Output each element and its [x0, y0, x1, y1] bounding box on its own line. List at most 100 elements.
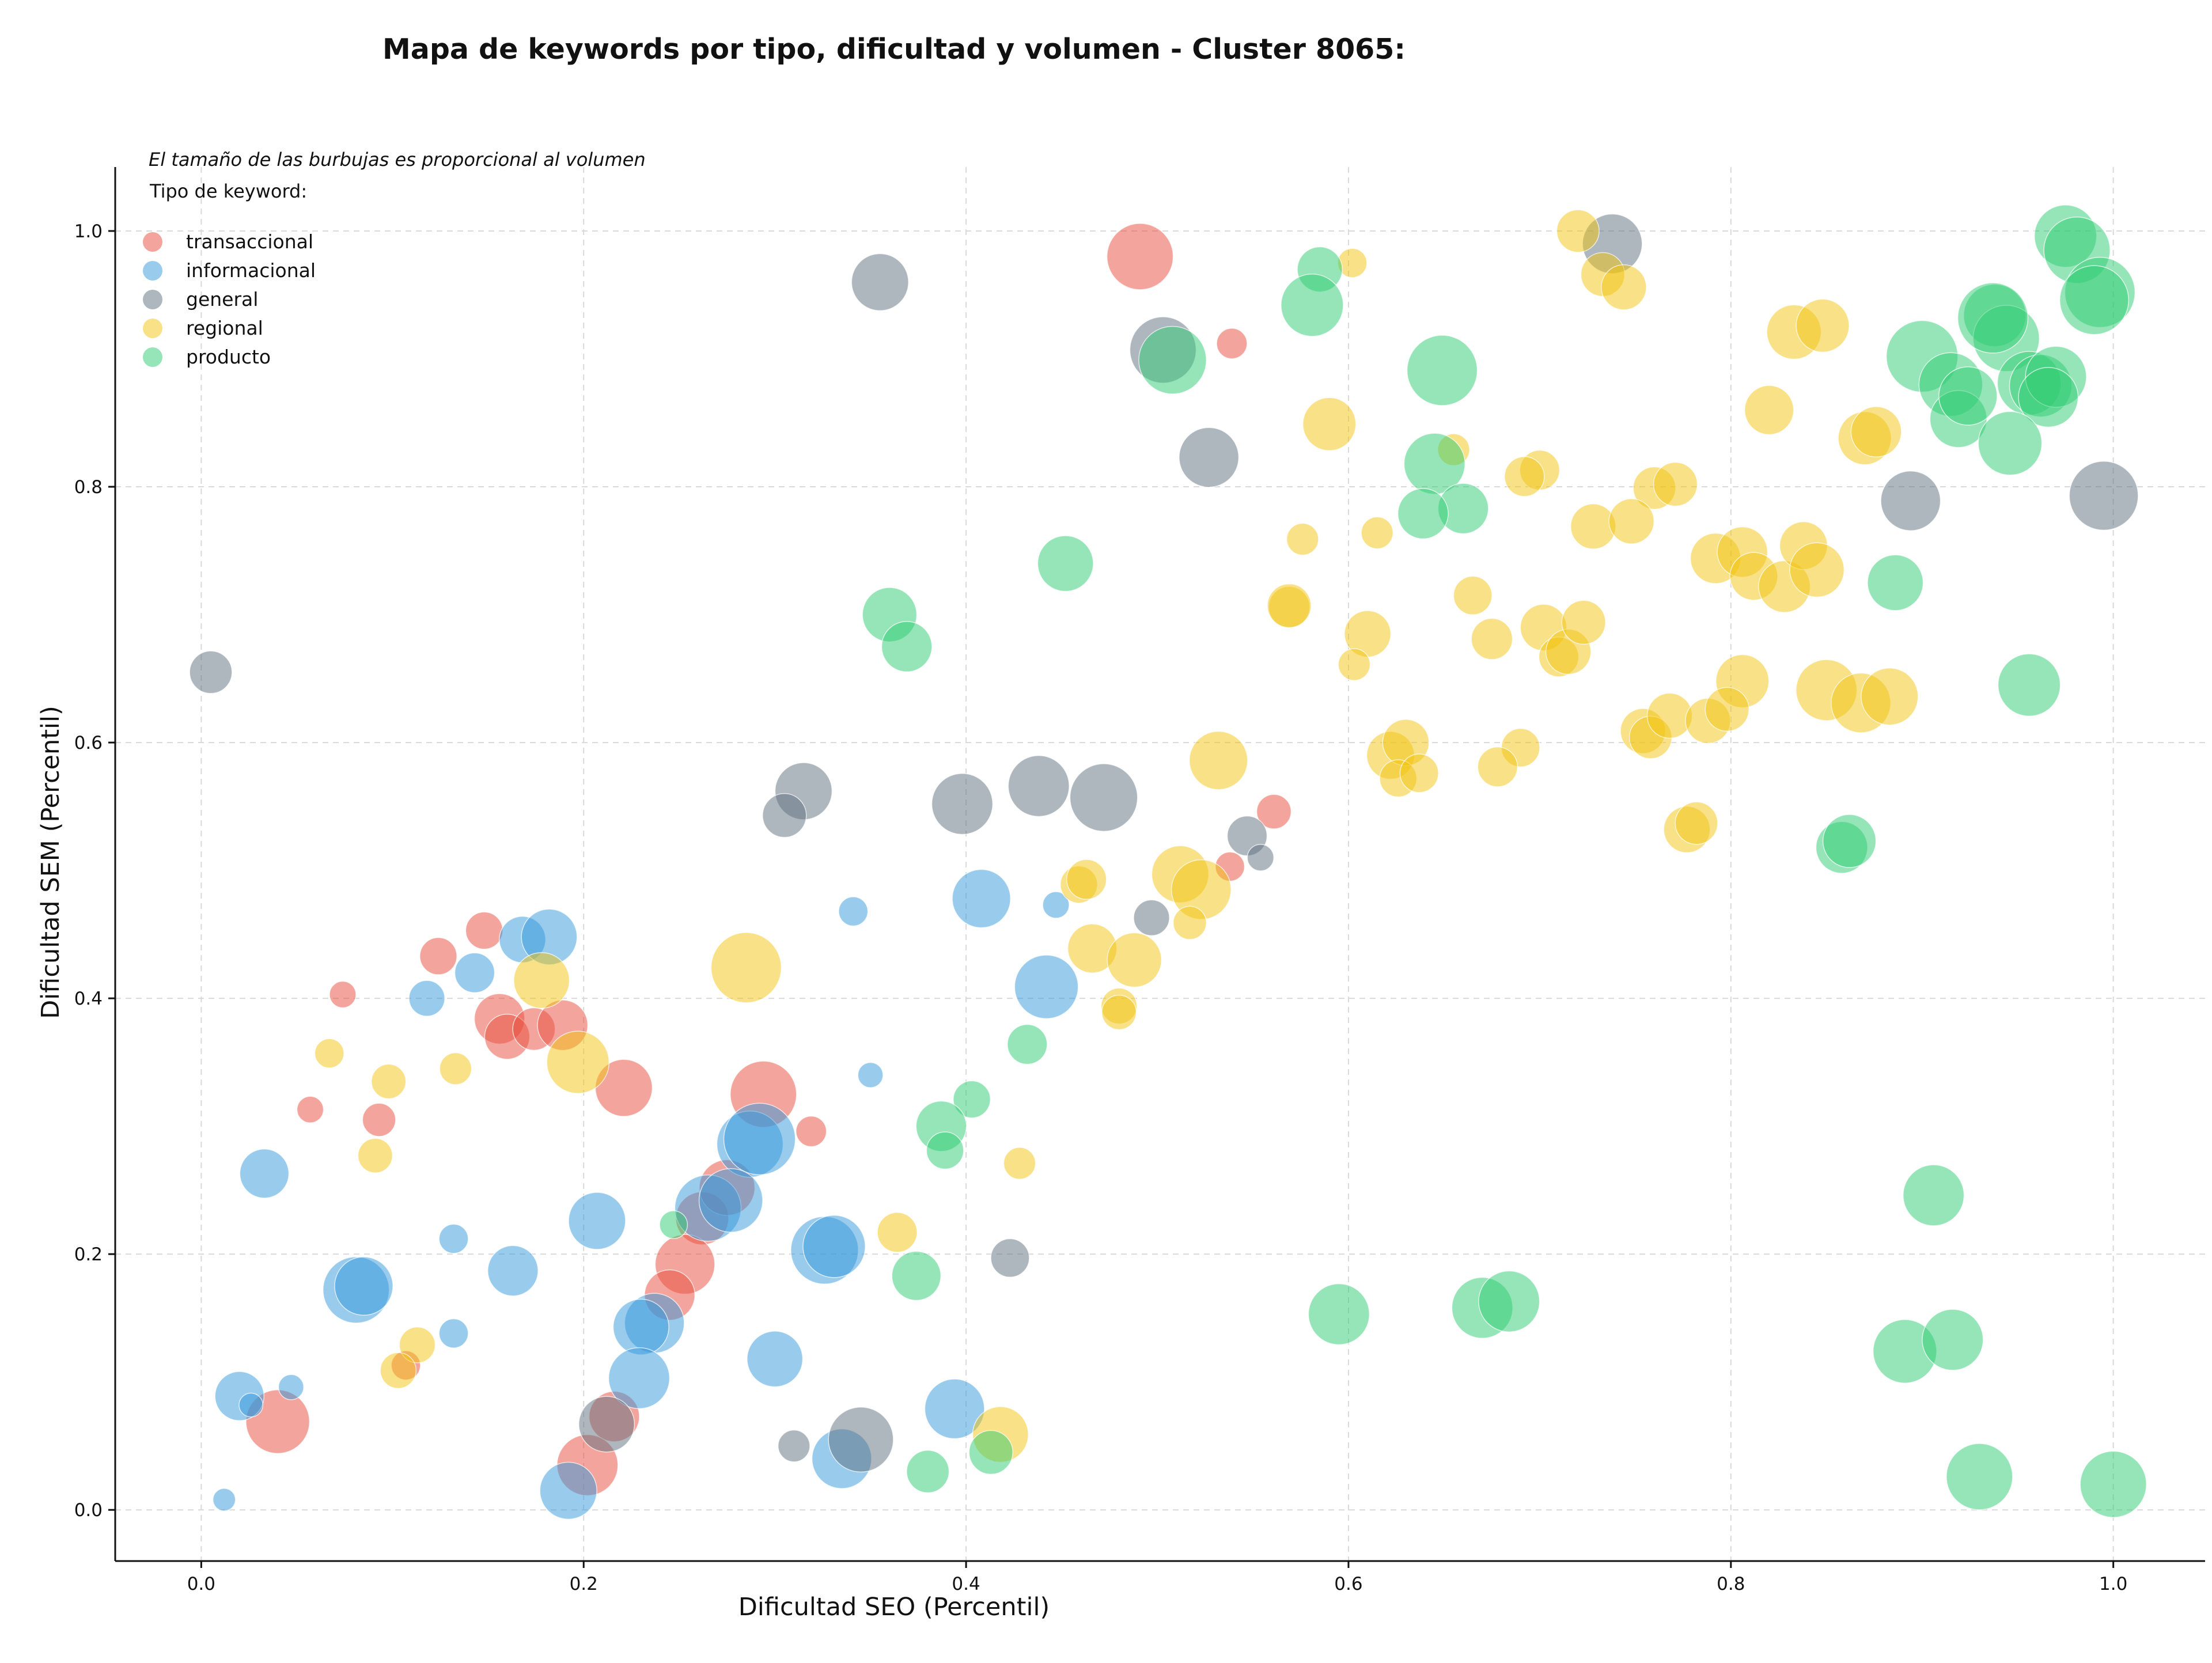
bubble-producto — [1957, 282, 2029, 354]
bubble-producto — [906, 1450, 950, 1494]
bubble-transaccional — [419, 937, 457, 975]
y-tick-label: 0.0 — [74, 1500, 103, 1521]
bubble-regional — [1861, 667, 1919, 726]
bubble-producto — [953, 1080, 991, 1119]
bubble-general — [778, 1429, 810, 1463]
bubble-regional — [1744, 385, 1794, 435]
bubble-producto — [1822, 814, 1877, 868]
grid — [115, 167, 2205, 1561]
y-tick-label: 1.0 — [74, 221, 103, 242]
bubble-transaccional — [1106, 223, 1174, 290]
x-tick-label: 0.0 — [187, 1574, 215, 1594]
bubble-regional — [1003, 1147, 1036, 1180]
x-tick-label: 0.2 — [570, 1574, 598, 1594]
series-producto — [659, 204, 2147, 1518]
bubble-general — [828, 1406, 894, 1473]
legend-marker-informacional — [143, 261, 162, 281]
bubble-producto — [1946, 1443, 2013, 1510]
bubble-producto — [1037, 535, 1094, 592]
bubble-regional — [1504, 456, 1545, 497]
bubble-regional — [1796, 298, 1850, 353]
bubble-informacional — [952, 869, 1011, 929]
bubble-regional — [1471, 618, 1513, 660]
bubble-producto — [2059, 265, 2130, 335]
bubble-regional — [439, 1052, 472, 1085]
bubble-general — [1069, 763, 1138, 832]
bubble-informacional — [568, 1192, 626, 1250]
x-tick-label: 1.0 — [2099, 1574, 2127, 1594]
bubble-regional — [877, 1212, 918, 1253]
bubble-producto — [1903, 1164, 1965, 1226]
bubble-regional — [1066, 859, 1107, 900]
bubble-informacional — [747, 1331, 804, 1388]
bubble-general — [578, 1396, 635, 1453]
bubble-regional — [1107, 932, 1162, 988]
bubble-producto — [1406, 335, 1478, 406]
legend-label-transaccional: transaccional — [186, 230, 313, 253]
bubble-regional — [380, 1352, 417, 1389]
bubble-producto — [1922, 1309, 1984, 1371]
bubble-producto — [1938, 366, 1998, 426]
bubble-informacional — [723, 1103, 796, 1176]
bubble-regional — [1675, 801, 1718, 845]
bubble-producto — [968, 1430, 1013, 1475]
y-tick-label: 0.4 — [74, 988, 103, 1009]
bubble-producto — [1281, 273, 1344, 337]
legend-marker-producto — [143, 347, 162, 367]
bubble-regional — [1653, 461, 1698, 507]
bubble-regional — [1646, 692, 1693, 739]
bubble-regional — [1556, 209, 1600, 253]
legend-label-general: general — [186, 288, 258, 310]
bubble-regional — [1789, 542, 1845, 598]
chart-title: Mapa de keywords por tipo, dificultad y … — [382, 33, 1406, 66]
bubble-transaccional — [362, 1103, 396, 1137]
bubble-regional — [1286, 522, 1319, 556]
bubble-regional — [1188, 730, 1248, 790]
bubble-transaccional — [1216, 328, 1248, 359]
series-transaccional — [245, 223, 1292, 1497]
bubble-producto — [1308, 1283, 1370, 1346]
bubble-informacional — [802, 1215, 866, 1278]
bubble-regional — [546, 1031, 610, 1094]
bubble-regional — [1561, 600, 1606, 645]
x-tick-label: 0.6 — [1334, 1574, 1362, 1594]
bubble-informacional — [454, 952, 495, 993]
legend-label-regional: regional — [186, 317, 263, 339]
bubble-regional — [1101, 994, 1137, 1031]
bubble-general — [851, 253, 909, 312]
bubble-transaccional — [329, 980, 357, 1009]
bubble-informacional — [539, 1461, 597, 1520]
x-axis-label: Dificultad SEO (Percentil) — [738, 1593, 1050, 1622]
bubble-producto — [891, 1251, 942, 1301]
bubble-regional — [1361, 516, 1394, 550]
bubble-informacional — [438, 1318, 469, 1348]
bubble-regional — [710, 932, 782, 1003]
bubble-general — [990, 1238, 1030, 1278]
bubble-regional — [371, 1063, 407, 1100]
bubble-informacional — [838, 896, 869, 927]
bubble-producto — [2018, 367, 2079, 428]
bubble-producto — [1978, 411, 2043, 476]
y-tick-label: 0.6 — [74, 733, 103, 753]
bubble-regional — [1850, 406, 1902, 458]
bubble-regional — [314, 1038, 344, 1069]
bubble-transaccional — [296, 1096, 324, 1124]
bubble-general — [762, 793, 807, 838]
bubble-producto — [926, 1131, 964, 1170]
bubble-producto — [1867, 554, 1924, 611]
bubble-layer — [189, 204, 2147, 1520]
legend-marker-regional — [143, 319, 162, 338]
legend-marker-general — [143, 290, 162, 309]
bubble-regional — [1477, 747, 1518, 787]
bubble-informacional — [612, 1298, 669, 1355]
size-note: El tamaño de las burbujas es proporciona… — [149, 149, 646, 171]
bubble-general — [1007, 755, 1070, 817]
bubble-informacional — [1042, 891, 1070, 919]
bubble-informacional — [924, 1378, 985, 1440]
axes: 0.0 0.2 0.4 0.6 0.8 1.0 0.0 0.2 0.4 0.6 0.8 1.0 — [74, 167, 2205, 1594]
bubble-general — [1179, 427, 1240, 488]
legend-label-producto: producto — [186, 346, 271, 368]
bubble-informacional — [238, 1392, 264, 1418]
bubble-general — [2069, 461, 2139, 531]
